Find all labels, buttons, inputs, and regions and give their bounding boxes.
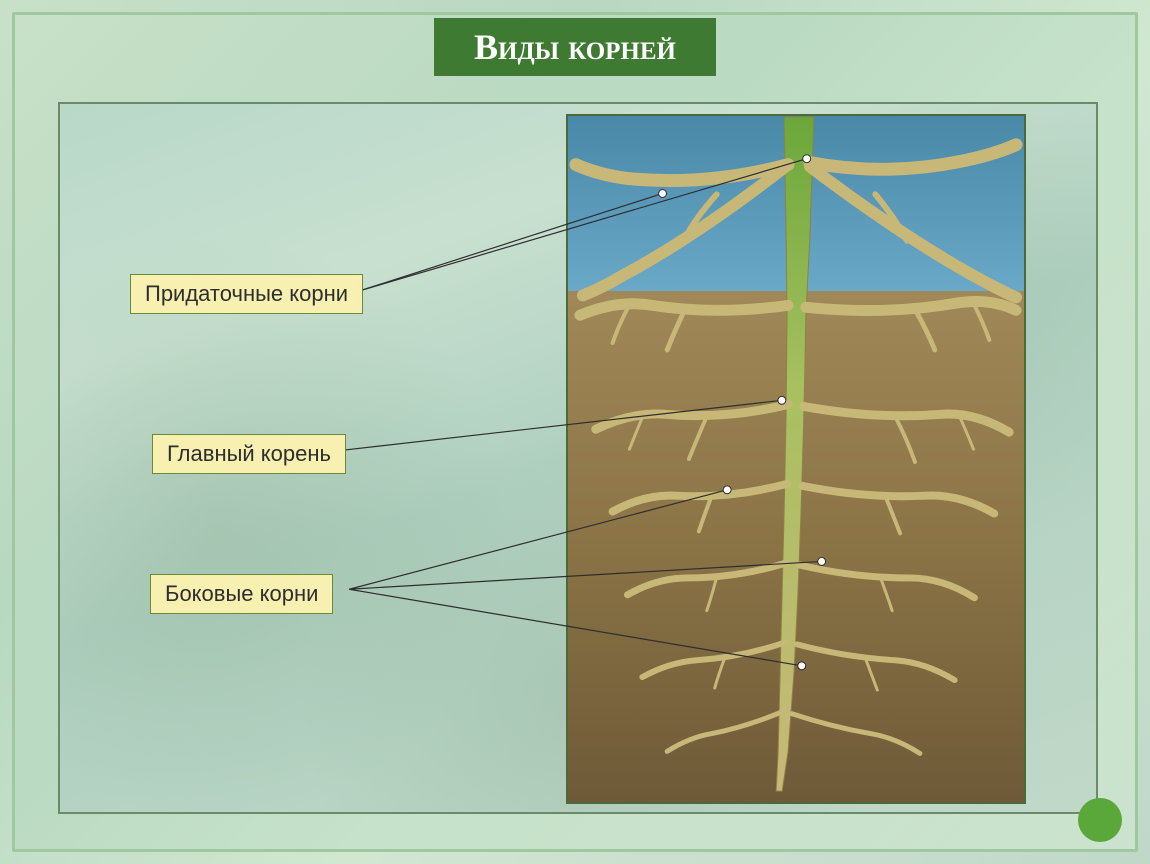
- label-main-text: Главный корень: [167, 441, 331, 466]
- lateral-branch-l2: [880, 577, 892, 611]
- main-root-shape: [776, 117, 814, 791]
- label-lateral-text: Боковые корни: [165, 581, 318, 606]
- lateral-branch-l1: [707, 577, 717, 611]
- lateral-branch-u1: [667, 309, 685, 350]
- lateral-root-m1: [596, 404, 788, 429]
- label-adventitious-text: Придаточные корни: [145, 281, 348, 306]
- lateral-branch-m1: [689, 416, 707, 459]
- lateral-root-m2: [804, 406, 1009, 432]
- lateral-root-m3: [613, 484, 787, 512]
- adventitious-root-4: [810, 167, 1016, 298]
- root-illustration: [568, 116, 1024, 802]
- lateral-branch-u3: [613, 308, 628, 343]
- lateral-root-l1: [627, 563, 786, 595]
- lateral-branch-m3: [629, 417, 642, 449]
- lateral-root-l4: [797, 644, 955, 680]
- lateral-branch-m6: [885, 496, 900, 534]
- slide-title-text: Виды корней: [474, 27, 676, 67]
- slide-corner-dot: [1078, 798, 1122, 842]
- slide-title: Виды корней: [434, 18, 716, 76]
- lateral-branch-u4: [974, 305, 989, 340]
- lateral-root-l3: [642, 642, 785, 677]
- label-main-root: Главный корень: [152, 434, 346, 474]
- label-lateral-roots: Боковые корни: [150, 574, 333, 614]
- lateral-branch-l4: [865, 658, 877, 690]
- soil-block: [566, 114, 1026, 804]
- lateral-root-l5: [667, 712, 782, 752]
- lateral-root-m4: [802, 486, 994, 514]
- lateral-branch-m2: [895, 416, 915, 462]
- lateral-branch-m5: [699, 496, 712, 532]
- diagram-frame: Придаточные корни Главный корень Боковые…: [58, 102, 1098, 814]
- lateral-branch-u2: [915, 309, 935, 350]
- lateral-branch-m4: [960, 416, 974, 449]
- lateral-root-l6: [792, 714, 920, 754]
- lateral-branch-l3: [715, 658, 725, 688]
- label-adventitious-roots: Придаточные корни: [130, 274, 363, 314]
- lateral-root-u2: [806, 301, 1016, 310]
- adventitious-root-3: [810, 145, 1016, 170]
- adventitious-root-1: [576, 165, 788, 181]
